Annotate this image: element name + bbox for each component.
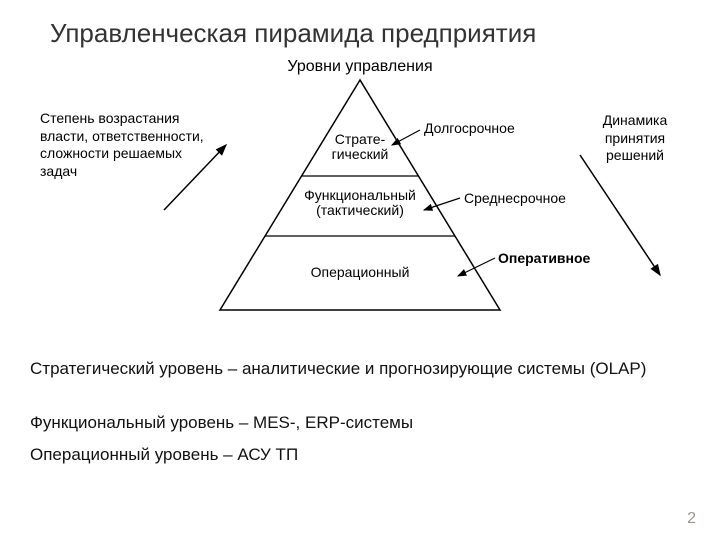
level2-right-label: Среднесрочное xyxy=(464,190,566,206)
page-number: 2 xyxy=(687,510,696,528)
body-line-2: Функциональный уровень – MES-, ERP-систе… xyxy=(30,412,690,434)
body-line-1: Стратегический уровень – аналитические и… xyxy=(30,358,690,380)
connector-arrows-icon xyxy=(0,80,720,340)
diagram-subtitle: Уровни управления xyxy=(0,58,720,76)
slide: Управленческая пирамида предприятия Уров… xyxy=(0,0,720,540)
pyramid-diagram: Степень возрастания власти, ответственно… xyxy=(0,80,720,340)
level1-right-label: Долгосрочное xyxy=(424,120,515,136)
body-line-3: Операционный уровень – АСУ ТП xyxy=(30,444,690,466)
page-title: Управленческая пирамида предприятия xyxy=(50,18,536,49)
level3-right-label: Оперативное xyxy=(498,250,590,266)
